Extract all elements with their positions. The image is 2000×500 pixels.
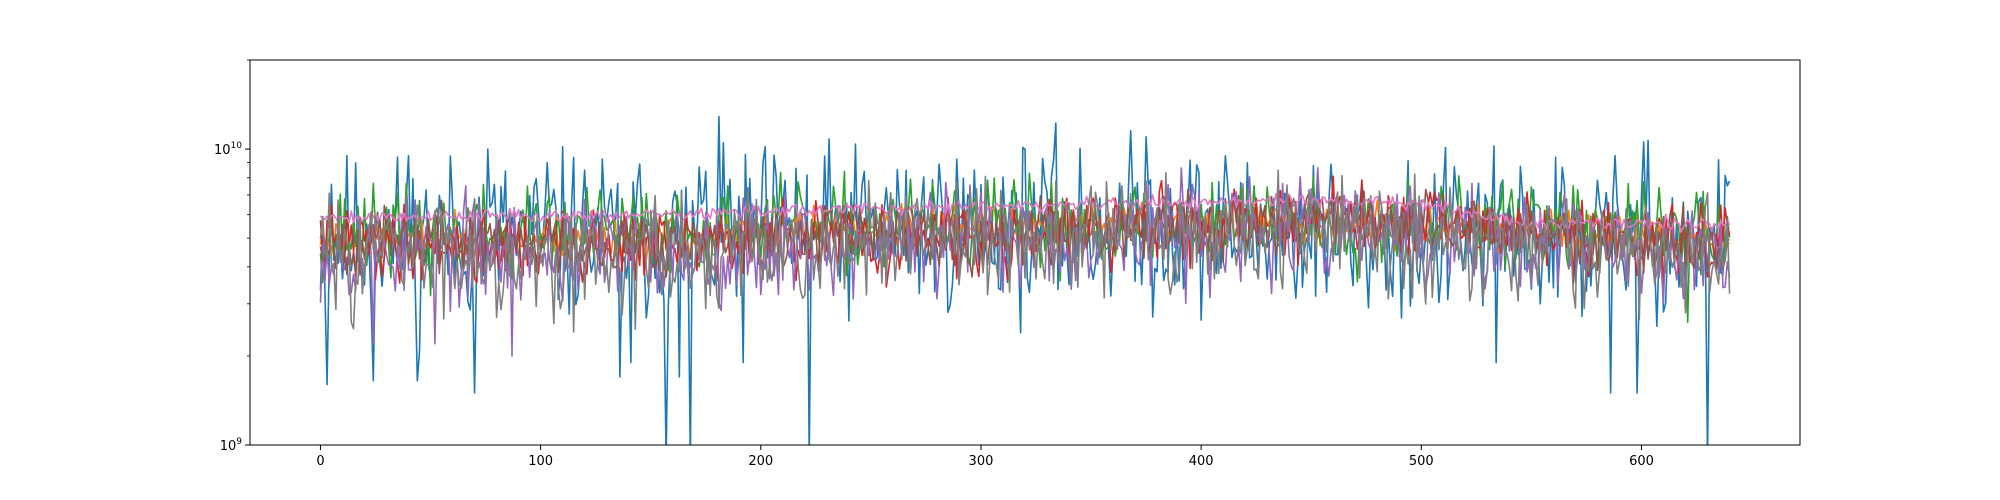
y-tick-label: 1010 xyxy=(214,141,242,158)
series-line-8 xyxy=(319,169,1731,333)
y-axis: 109 1010 xyxy=(214,59,250,454)
x-tick-label: 300 xyxy=(969,454,994,469)
series-line-6 xyxy=(319,188,1730,278)
plot-frame xyxy=(249,59,1801,446)
x-tick-label: 500 xyxy=(1409,454,1434,469)
series-layer xyxy=(319,115,1731,445)
x-tick-label: 200 xyxy=(748,454,773,469)
x-tick-label: 100 xyxy=(528,454,553,469)
x-tick-label: 0 xyxy=(316,454,324,469)
x-tick-label: 600 xyxy=(1629,454,1654,469)
x-tick-label: 400 xyxy=(1189,454,1214,469)
y-tick-label: 109 xyxy=(220,437,243,454)
x-axis: 0 100 200 300 400 500 600 xyxy=(316,445,1654,469)
